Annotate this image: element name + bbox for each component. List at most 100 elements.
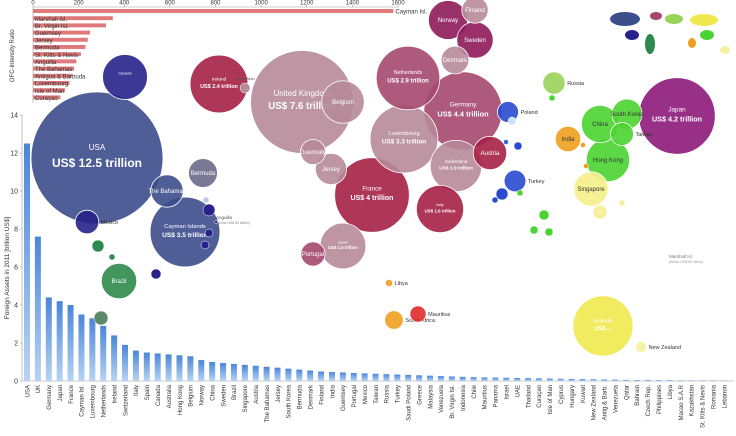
bubble-name-label: Denmark: [443, 58, 468, 64]
foreign-assets-bar-21: [253, 366, 259, 381]
bottom-x-tick-label: Israel: [505, 385, 511, 400]
top-x-tick-label: 1600: [391, 1, 405, 7]
bubble-name-label: Switzerland: [445, 159, 468, 164]
ofc-bar-0: [33, 9, 393, 13]
foreign-assets-bar-58: [656, 380, 662, 381]
bottom-x-tick-label: Libya: [668, 384, 674, 399]
bottom-x-tick-label: Japan: [58, 385, 64, 401]
foreign-assets-bar-38: [438, 376, 444, 381]
small-bubble-7: [545, 228, 553, 236]
bottom-x-tick-label: Isle of Man: [548, 385, 554, 414]
small-bubble-1: [514, 142, 522, 150]
foreign-assets-bar-1: [35, 237, 41, 381]
foreign-assets-bar-34: [394, 375, 400, 381]
ofc-bar-label: Curaçao: [35, 96, 58, 102]
top-x-tick-label: 200: [74, 1, 85, 7]
bottom-y-axis-title: Foreign Assets in 2011 [trillion US$]: [4, 217, 11, 320]
bottom-x-tick-label: USA: [25, 385, 31, 397]
small-bubble-3: [496, 188, 508, 200]
foreign-assets-bar-14: [176, 355, 182, 381]
foreign-assets-bar-25: [296, 370, 302, 381]
small-bubble-17: [151, 269, 161, 279]
bubble-name-label: Cayman Islands: [164, 224, 206, 230]
foreign-assets-bar-0: [24, 144, 30, 382]
bubble-value-label: US$ 1.6 trillion: [425, 208, 456, 213]
small-bubble-8: [530, 226, 538, 234]
bubble-name-label: The Bahamas: [148, 189, 185, 195]
top-x-tick-label: 0: [31, 1, 35, 7]
foreign-assets-bar-57: [645, 380, 651, 381]
small-bubble-9: [549, 95, 555, 101]
bottom-y-tick-label: 0: [14, 379, 18, 386]
foreign-assets-bar-53: [601, 379, 607, 381]
bottom-x-tick-label: Venezuela: [439, 384, 445, 413]
bottom-x-tick-label: Philippines: [657, 385, 663, 414]
bubble-value-label: US$ 2.4 trillion: [200, 84, 238, 90]
bottom-x-tick-label: Antig.& Barb.: [603, 385, 609, 421]
bottom-x-tick-label: France: [69, 384, 75, 403]
bubble-name-label: Poland: [521, 110, 538, 116]
foreign-assets-bar-44: [503, 378, 509, 381]
marshall-sub-note: (below US$ 50 billion): [669, 260, 703, 264]
foreign-assets-bar-51: [580, 379, 586, 381]
bottom-y-tick-label: 12: [10, 151, 18, 158]
map-region-6: [688, 38, 696, 48]
foreign-assets-bar-54: [612, 380, 618, 381]
foreign-assets-bar-16: [198, 360, 204, 381]
foreign-assets-bar-55: [623, 380, 629, 381]
isle-of-man-note: Isle of Man: [235, 76, 255, 81]
foreign-assets-bar-33: [383, 374, 389, 381]
bottom-x-tick-label: Macao S.A.R: [679, 384, 685, 420]
foreign-assets-bar-24: [285, 369, 291, 381]
small-bubble-15: [205, 229, 213, 237]
bubble-value-label: US$ ...: [594, 326, 612, 332]
bubble-37: [410, 306, 426, 322]
bottom-y-tick-label: 14: [10, 113, 18, 120]
bottom-x-tick-label: Italy: [134, 385, 140, 396]
foreign-assets-bar-28: [329, 372, 335, 381]
foreign-assets-bar-22: [264, 367, 270, 381]
bottom-x-tick-label: Russia: [385, 384, 391, 403]
bottom-x-tick-label: Sweden: [221, 385, 227, 407]
small-bubble-12: [593, 205, 607, 219]
ofc-bar-label: Jersey: [35, 38, 53, 44]
bottom-x-tick-label: Lebanon: [722, 385, 728, 408]
foreign-assets-bar-12: [155, 353, 161, 381]
top-x-tick-label: 1200: [300, 1, 314, 7]
bottom-x-tick-label: UAE: [515, 385, 521, 397]
map-region-8: [650, 12, 662, 20]
bubble-name-label: Bermuda: [191, 171, 216, 177]
foreign-assets-bar-20: [242, 365, 248, 381]
foreign-assets-bar-41: [471, 377, 477, 381]
bubble-name-label: Mexico: [101, 220, 118, 226]
bubble-name-label: USA: [89, 143, 106, 152]
foreign-assets-bar-61: [688, 380, 694, 381]
bubble-38: [635, 341, 646, 352]
small-bubble-18: [92, 240, 104, 252]
bottom-x-tick-label: Ireland: [112, 385, 118, 403]
bubble-name-label: Australia: [593, 318, 613, 324]
bottom-x-tick-label: Romania: [711, 384, 717, 409]
bubble-31: [75, 210, 99, 234]
bubble-value-label: US$ 4.4 trillion: [437, 109, 489, 118]
foreign-assets-bar-42: [481, 377, 487, 381]
bottom-x-tick-label: Austria: [254, 384, 260, 403]
bubble-value-label: US$ 3.3 trillion: [382, 139, 426, 146]
bubble-34: [504, 170, 526, 192]
bottom-y-tick-label: 6: [14, 265, 18, 272]
small-bubble-5: [517, 190, 523, 196]
bottom-x-tick-label: Germany: [47, 385, 53, 410]
bubble-name-label: France: [362, 186, 382, 193]
foreign-assets-bar-49: [558, 379, 564, 381]
bubble-name-label: Libya: [395, 281, 409, 287]
foreign-assets-bar-11: [144, 353, 150, 382]
top-y-axis-title: OFC-Intensity Ratio: [10, 29, 16, 82]
ofc-bar-label: Anguilla: [35, 60, 57, 66]
foreign-assets-bar-15: [187, 356, 193, 381]
map-region-0: [610, 12, 640, 26]
bottom-x-tick-label: Mexico: [363, 384, 369, 404]
map-region-5: [700, 30, 714, 40]
bottom-x-tick-label: Brazil: [232, 385, 238, 400]
bubble-value-label: US$ 1.9 trillion: [439, 166, 473, 172]
foreign-assets-bar-45: [514, 378, 520, 381]
